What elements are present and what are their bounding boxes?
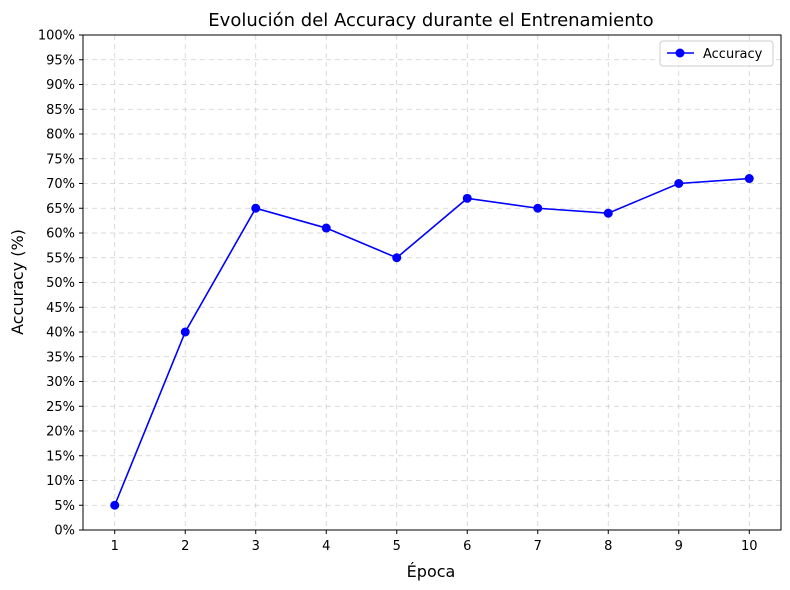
- data-point: [110, 500, 120, 510]
- y-tick-label: 35%: [46, 350, 75, 365]
- x-tick-label: 2: [181, 539, 189, 554]
- y-tick-label: 40%: [46, 326, 75, 341]
- grid: [83, 34, 781, 531]
- y-tick-label: 95%: [46, 53, 75, 68]
- series-line: [113, 177, 750, 506]
- x-tick-label: 4: [322, 539, 330, 554]
- data-point: [180, 327, 190, 337]
- y-tick-label: 75%: [46, 152, 75, 167]
- series-layer: [110, 174, 754, 510]
- x-tick-label: 6: [463, 539, 471, 554]
- chart-title: Evolución del Accuracy durante el Entren…: [208, 10, 653, 31]
- y-tick-label: 15%: [46, 449, 75, 464]
- data-point: [321, 223, 331, 233]
- y-tick-label: 70%: [46, 177, 75, 192]
- data-point: [533, 203, 543, 213]
- y-tick-label: 100%: [38, 29, 75, 44]
- x-tick-label: 1: [111, 539, 119, 554]
- data-point: [744, 174, 754, 184]
- x-tick-label: 5: [393, 539, 401, 554]
- x-axis-ticks: 1 2 3 4 5 6 7 8 9 10: [111, 530, 758, 554]
- y-tick-label: 50%: [46, 276, 75, 291]
- y-tick-label: 10%: [46, 474, 75, 489]
- x-tick-label: 8: [604, 539, 612, 554]
- y-tick-label: 45%: [46, 301, 75, 316]
- y-tick-label: 25%: [46, 400, 75, 415]
- y-tick-label: 90%: [46, 78, 75, 93]
- x-tick-label: 7: [534, 539, 542, 554]
- legend-marker-swatch: [675, 48, 685, 58]
- y-tick-label: 60%: [46, 227, 75, 242]
- legend-label: Accuracy: [703, 47, 763, 62]
- data-point: [251, 203, 261, 213]
- legend-box: [659, 40, 774, 67]
- data-point: [603, 208, 613, 218]
- y-tick-label: 30%: [46, 375, 75, 390]
- x-tick-label: 10: [741, 539, 758, 554]
- data-point: [462, 193, 472, 203]
- y-tick-label: 80%: [46, 128, 75, 143]
- legend: Accuracy: [659, 40, 774, 67]
- data-point: [392, 253, 402, 263]
- x-tick-label: 9: [675, 539, 683, 554]
- y-axis-ticks: 0% 5% 10% 15% 20% 25% 30% 35% 40% 45% 50% 55% 60% 65%…: [38, 29, 83, 539]
- y-tick-label: 20%: [46, 425, 75, 440]
- y-tick-label: 65%: [46, 202, 75, 217]
- y-tick-label: 85%: [46, 103, 75, 118]
- x-axis-label: Época: [407, 562, 456, 581]
- y-tick-label: 0%: [54, 524, 75, 539]
- y-tick-label: 55%: [46, 251, 75, 266]
- plot-frame: [82, 34, 782, 531]
- x-tick-label: 3: [252, 539, 260, 554]
- y-tick-label: 5%: [54, 499, 75, 514]
- y-axis-label: Accuracy (%): [8, 229, 27, 335]
- data-point: [674, 179, 684, 188]
